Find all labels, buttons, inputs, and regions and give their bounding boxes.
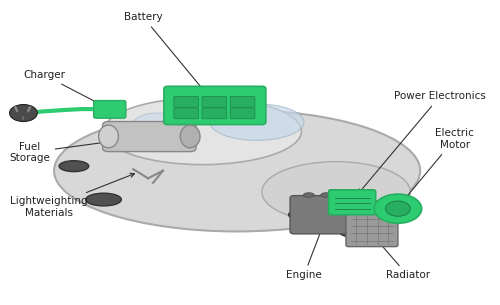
- Ellipse shape: [180, 125, 200, 148]
- Circle shape: [386, 201, 410, 216]
- FancyBboxPatch shape: [328, 190, 376, 215]
- Ellipse shape: [338, 193, 349, 197]
- FancyBboxPatch shape: [174, 96, 199, 107]
- Ellipse shape: [210, 104, 304, 140]
- FancyBboxPatch shape: [230, 96, 255, 107]
- Circle shape: [374, 194, 422, 223]
- Text: Radiator: Radiator: [371, 233, 430, 281]
- Ellipse shape: [59, 161, 88, 172]
- Text: Electric
Motor: Electric Motor: [398, 128, 474, 207]
- Ellipse shape: [304, 193, 314, 197]
- Ellipse shape: [133, 113, 182, 134]
- Text: Charger: Charger: [23, 70, 105, 107]
- FancyBboxPatch shape: [290, 196, 360, 234]
- Ellipse shape: [320, 193, 332, 197]
- Text: Lightweighting
Materials: Lightweighting Materials: [10, 173, 134, 218]
- Text: Engine: Engine: [286, 228, 323, 281]
- FancyBboxPatch shape: [346, 201, 398, 247]
- Ellipse shape: [104, 98, 302, 165]
- Ellipse shape: [54, 110, 420, 231]
- Text: Fuel
Storage: Fuel Storage: [9, 138, 127, 163]
- Text: Battery: Battery: [124, 12, 210, 98]
- Ellipse shape: [98, 125, 118, 148]
- FancyBboxPatch shape: [164, 86, 266, 124]
- FancyBboxPatch shape: [202, 96, 226, 107]
- FancyBboxPatch shape: [202, 108, 226, 119]
- Ellipse shape: [339, 225, 372, 238]
- FancyBboxPatch shape: [102, 121, 196, 152]
- Circle shape: [10, 105, 38, 121]
- FancyBboxPatch shape: [174, 108, 199, 119]
- FancyBboxPatch shape: [94, 101, 126, 118]
- Ellipse shape: [86, 193, 122, 206]
- Text: Power Electronics: Power Electronics: [358, 91, 486, 193]
- FancyBboxPatch shape: [230, 108, 255, 119]
- Ellipse shape: [288, 210, 314, 220]
- Ellipse shape: [262, 162, 410, 222]
